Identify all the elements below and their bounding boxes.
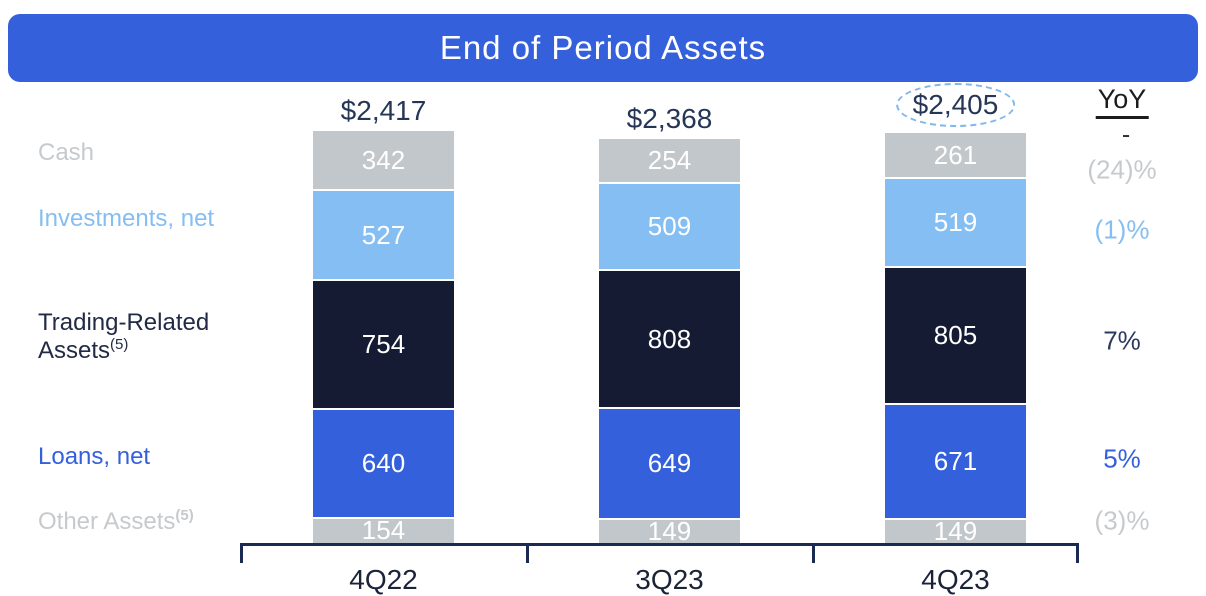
bar-segment: 342 [313,130,454,190]
segment-value: 640 [361,447,406,478]
yoy-value-investments-net: (1)% [1094,214,1150,245]
x-axis-tick [1076,543,1079,563]
bar-segment: 509 [599,182,740,270]
bar-segment: 805 [885,265,1026,404]
segment-value: 805 [933,320,978,351]
segment-value: 808 [647,323,692,354]
bar-segment: 149 [599,516,740,546]
footnote-marker: (5) [175,507,194,524]
total-label: $2,368 [626,103,713,135]
category-label-3q23: 3Q23 [635,564,704,595]
bar-segment: 808 [599,269,740,407]
segment-value: 754 [361,328,406,359]
x-axis-tick [526,543,529,563]
total-label: $2,417 [340,94,427,126]
segment-value: 254 [647,145,692,176]
segment-value: 527 [361,219,406,250]
yoy-total-value: - [1121,120,1131,149]
segment-value: 509 [647,211,692,242]
segment-value: 261 [933,139,978,170]
segment-value: 149 [647,515,692,546]
series-label-text: Cash [38,139,95,166]
bar-segment: 640 [313,407,454,517]
total-label-highlighted: $2,405 [895,82,1016,127]
yoy-value-trading-related-assets: 7% [1103,325,1141,356]
segment-value: 649 [647,447,692,478]
bar-segment: 649 [599,406,740,518]
bar-column-3q23: 254 509 808 649 149 [599,139,740,546]
bar-column-4q22: 342 527 754 640 154 [313,130,454,546]
bar-segment: 261 [885,132,1026,178]
series-label-text: Trading-Related Assets [38,309,210,364]
bar-segment: 519 [885,177,1026,266]
series-label-text: Other Assets [38,508,176,535]
segment-value: 519 [933,207,978,238]
bar-segment: 754 [313,279,454,408]
x-axis-line [240,543,1079,546]
title-banner: End of Period Assets [8,14,1198,82]
bar-segment: 254 [599,139,740,183]
series-label-text: Investments, net [38,205,215,232]
segment-value: 154 [361,515,406,546]
bar-segment: 527 [313,189,454,280]
yoy-value-loans-net: 5% [1103,443,1141,474]
category-label-4q22: 4Q22 [349,564,418,595]
series-label-investments-net: Investments, net [38,205,214,233]
bar-segment: 154 [313,515,454,546]
bar-segment: 671 [885,403,1026,518]
x-axis-tick [812,543,815,563]
footnote-marker: (5) [110,336,129,353]
segment-value: 671 [933,445,978,476]
category-label-4q23: 4Q23 [921,564,990,595]
yoy-value-cash: (24)% [1087,154,1157,185]
series-label-cash: Cash [38,139,94,167]
series-label-trading-related-assets: Trading-Related Assets(5) [38,309,256,365]
x-axis-tick [240,543,243,563]
segment-value: 149 [933,515,978,546]
bar-column-4q23: 261 519 805 671 149 [885,132,1026,546]
yoy-header: YoY [1095,84,1149,119]
series-label-other-assets: Other Assets(5) [38,508,194,536]
series-label-loans-net: Loans, net [38,443,150,471]
chart-title: End of Period Assets [439,29,767,66]
series-label-text: Loans, net [38,443,151,470]
segment-value: 342 [361,144,406,175]
bar-segment: 149 [885,516,1026,546]
yoy-value-other-assets: (3)% [1094,505,1150,536]
